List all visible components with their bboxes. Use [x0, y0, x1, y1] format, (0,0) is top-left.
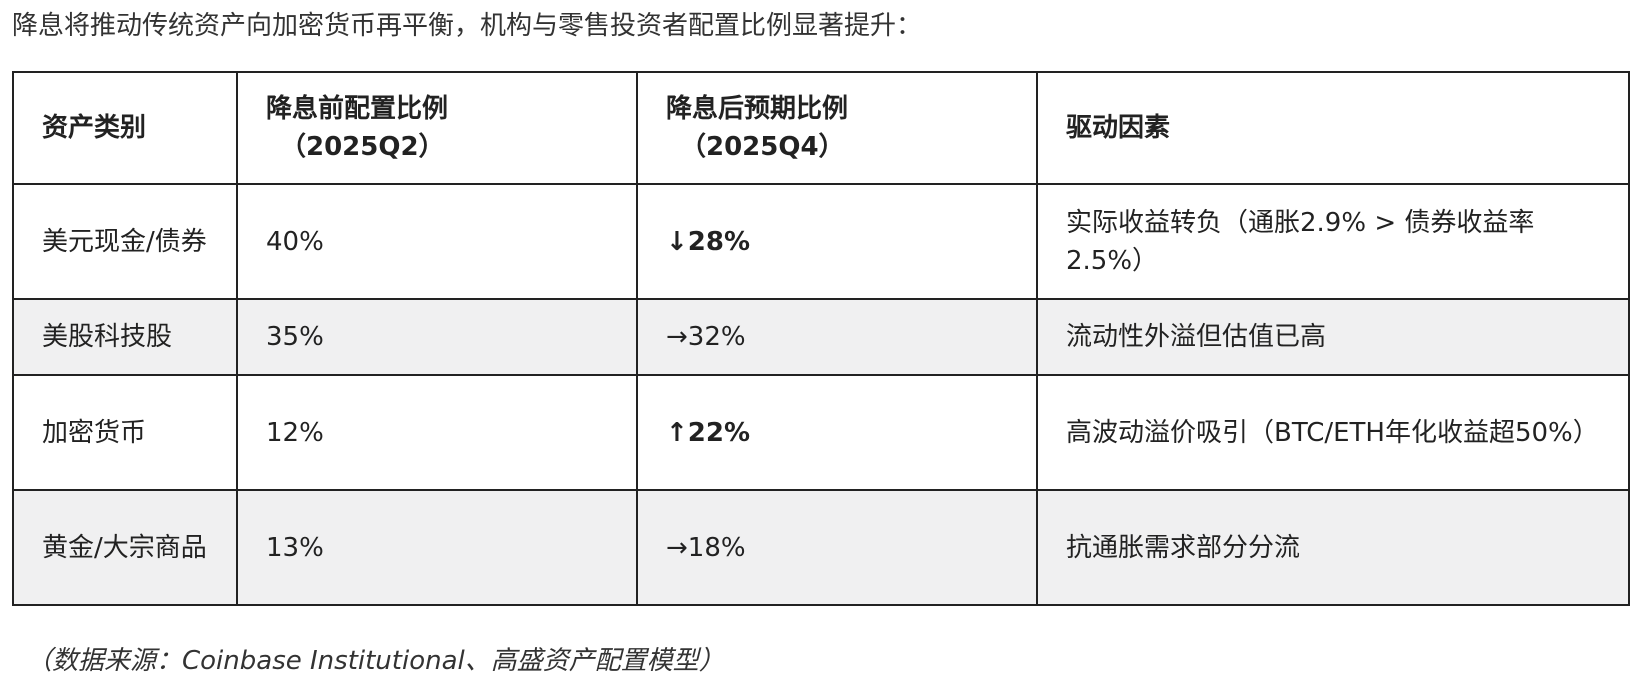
cell-driver: 抗通胀需求部分分流	[1036, 489, 1630, 606]
cell-before: 13%	[236, 489, 638, 606]
header-before-period: （2025Q2）	[280, 132, 445, 162]
cell-before: 12%	[236, 374, 638, 491]
cell-after: ↓28%	[636, 183, 1038, 300]
cell-after: →18%	[636, 489, 1038, 606]
header-after: 降息后预期比例 （2025Q4）	[636, 71, 1038, 185]
source-note: （数据来源：Coinbase Institutional、高盛资产配置模型）	[26, 646, 725, 676]
table-header-row: 资产类别 降息前配置比例 （2025Q2） 降息后预期比例 （2025Q4） 驱…	[12, 71, 1630, 185]
cell-before: 35%	[236, 298, 638, 376]
table-row: 美股科技股 35% →32% 流动性外溢但估值已高	[12, 298, 1630, 376]
cell-driver: 流动性外溢但估值已高	[1036, 298, 1630, 376]
header-drivers: 驱动因素	[1036, 71, 1630, 185]
header-category: 资产类别	[12, 71, 238, 185]
cell-after: →32%	[636, 298, 1038, 376]
table-row: 黄金/大宗商品 13% →18% 抗通胀需求部分分流	[12, 489, 1630, 606]
cell-category: 美股科技股	[12, 298, 238, 376]
header-after-title: 降息后预期比例	[666, 94, 849, 124]
table-row: 美元现金/债券 40% ↓28% 实际收益转负（通胀2.9% > 债券收益率2.…	[12, 183, 1630, 300]
header-before-title: 降息前配置比例	[266, 94, 449, 124]
header-before: 降息前配置比例 （2025Q2）	[236, 71, 638, 185]
cell-category: 加密货币	[12, 374, 238, 491]
intro-text: 降息将推动传统资产向加密货币再平衡，机构与零售投资者配置比例显著提升：	[12, 11, 923, 41]
cell-category: 美元现金/债券	[12, 183, 238, 300]
cell-driver: 高波动溢价吸引（BTC/ETH年化收益超50%）	[1036, 374, 1630, 491]
cell-before: 40%	[236, 183, 638, 300]
header-after-period: （2025Q4）	[680, 132, 845, 162]
cell-after: ↑22%	[636, 374, 1038, 491]
cell-category: 黄金/大宗商品	[12, 489, 238, 606]
allocation-table: 资产类别 降息前配置比例 （2025Q2） 降息后预期比例 （2025Q4） 驱…	[12, 71, 1630, 606]
table-row: 加密货币 12% ↑22% 高波动溢价吸引（BTC/ETH年化收益超50%）	[12, 374, 1630, 491]
cell-driver: 实际收益转负（通胀2.9% > 债券收益率2.5%）	[1036, 183, 1630, 300]
